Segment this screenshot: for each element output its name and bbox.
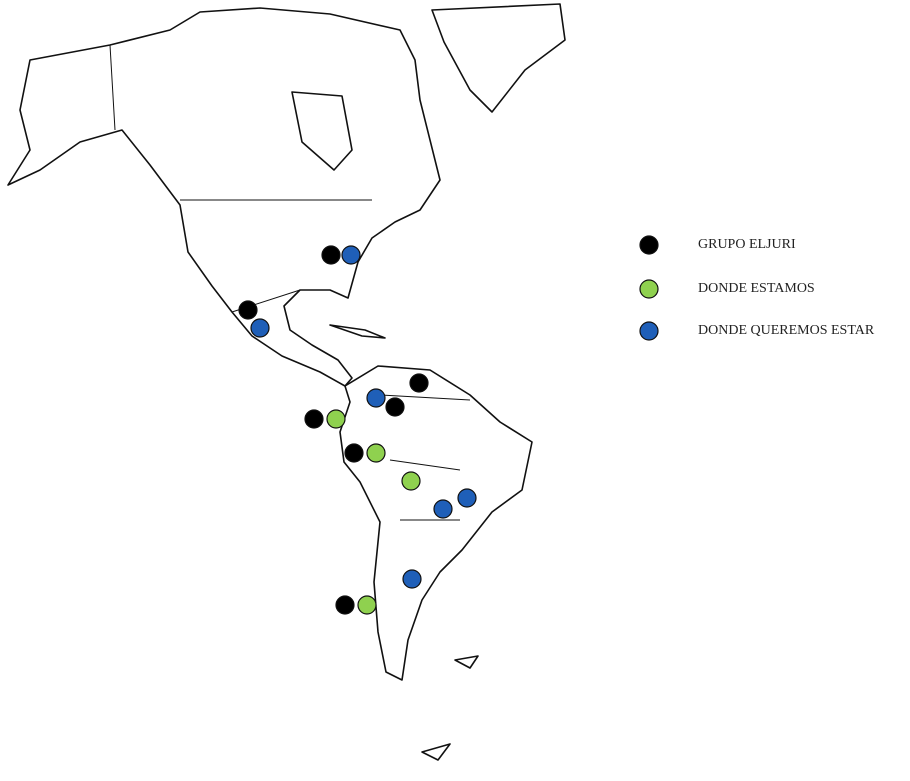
map-outline <box>7 3 566 761</box>
map-markers <box>238 245 477 615</box>
marker <box>366 388 386 408</box>
marker <box>344 443 364 463</box>
marker <box>335 595 355 615</box>
legend-swatch <box>639 321 659 341</box>
marker <box>341 245 361 265</box>
marker <box>366 443 386 463</box>
legend-label: GRUPO ELJURI <box>698 237 796 252</box>
marker <box>402 569 422 589</box>
marker <box>238 300 258 320</box>
marker <box>401 471 421 491</box>
legend-swatch <box>639 235 659 255</box>
marker <box>321 245 341 265</box>
marker <box>457 488 477 508</box>
marker <box>385 397 405 417</box>
marker <box>433 499 453 519</box>
marker <box>357 595 377 615</box>
marker <box>250 318 270 338</box>
marker <box>409 373 429 393</box>
marker <box>304 409 324 429</box>
legend-label: DONDE ESTAMOS <box>698 281 815 296</box>
legend: GRUPO ELJURI DONDE ESTAMOS DONDE QUEREMO… <box>639 235 875 341</box>
legend-swatch <box>639 279 659 299</box>
marker <box>326 409 346 429</box>
legend-label: DONDE QUEREMOS ESTAR <box>698 323 875 338</box>
